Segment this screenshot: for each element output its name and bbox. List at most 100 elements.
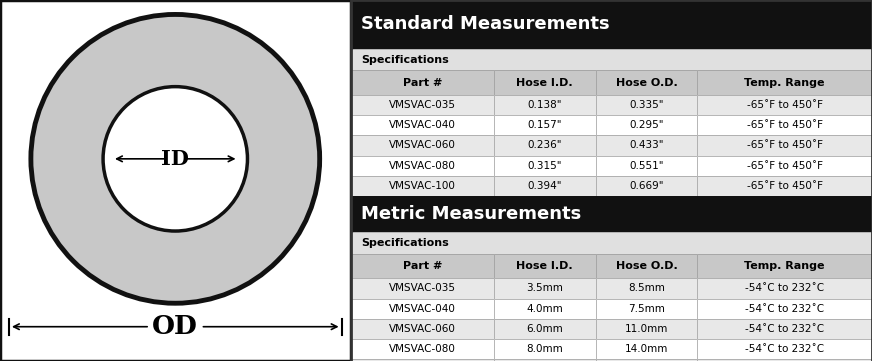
Bar bbox=[596, 254, 698, 278]
Text: 0.335": 0.335" bbox=[630, 100, 664, 110]
Text: 8.0mm: 8.0mm bbox=[527, 344, 563, 354]
Bar bbox=[494, 339, 596, 359]
Bar bbox=[351, 115, 494, 135]
Bar bbox=[494, 115, 596, 135]
Text: 0.394": 0.394" bbox=[528, 181, 562, 191]
Bar bbox=[351, 278, 494, 299]
Bar bbox=[494, 299, 596, 319]
Bar bbox=[351, 319, 494, 339]
Bar bbox=[596, 95, 698, 115]
Bar bbox=[494, 156, 596, 176]
Bar bbox=[351, 135, 494, 156]
Text: 0.433": 0.433" bbox=[630, 140, 664, 151]
Bar bbox=[698, 156, 872, 176]
Bar bbox=[596, 176, 698, 196]
Text: 6.0mm: 6.0mm bbox=[527, 324, 563, 334]
Bar bbox=[351, 176, 494, 196]
Text: 0.551": 0.551" bbox=[630, 161, 664, 171]
Bar bbox=[351, 70, 494, 95]
Bar bbox=[596, 70, 698, 95]
Bar bbox=[596, 156, 698, 176]
Bar bbox=[596, 339, 698, 359]
Bar bbox=[494, 70, 596, 95]
Text: 11.0mm: 11.0mm bbox=[624, 324, 668, 334]
Bar bbox=[596, 176, 698, 196]
Bar bbox=[351, 359, 494, 361]
Bar bbox=[351, 339, 494, 359]
Bar bbox=[494, 156, 596, 176]
Bar bbox=[351, 319, 494, 339]
Bar bbox=[494, 359, 596, 361]
Circle shape bbox=[31, 14, 320, 303]
Text: -65˚F to 450˚F: -65˚F to 450˚F bbox=[746, 161, 822, 171]
Bar bbox=[596, 70, 698, 95]
Circle shape bbox=[103, 87, 248, 231]
Text: 0.669": 0.669" bbox=[630, 181, 664, 191]
Text: OD: OD bbox=[153, 314, 198, 339]
Bar bbox=[698, 359, 872, 361]
Bar bbox=[494, 278, 596, 299]
Bar bbox=[698, 278, 872, 299]
Text: 14.0mm: 14.0mm bbox=[624, 344, 668, 354]
Bar bbox=[351, 278, 494, 299]
Bar bbox=[351, 254, 494, 278]
Text: Temp. Range: Temp. Range bbox=[745, 78, 825, 88]
Bar bbox=[698, 339, 872, 359]
Bar bbox=[698, 115, 872, 135]
Bar bbox=[596, 319, 698, 339]
Bar bbox=[494, 339, 596, 359]
Text: -54˚C to 232˚C: -54˚C to 232˚C bbox=[745, 344, 824, 354]
Text: 0.138": 0.138" bbox=[528, 100, 562, 110]
Bar bbox=[351, 70, 494, 95]
Text: VMSVAC-040: VMSVAC-040 bbox=[389, 120, 456, 130]
Bar bbox=[698, 254, 872, 278]
Bar bbox=[698, 135, 872, 156]
Bar bbox=[698, 339, 872, 359]
Text: 8.5mm: 8.5mm bbox=[628, 283, 665, 293]
Text: 0.157": 0.157" bbox=[528, 120, 562, 130]
Bar bbox=[494, 319, 596, 339]
Bar bbox=[698, 70, 872, 95]
Text: Specifications: Specifications bbox=[361, 55, 449, 65]
Bar bbox=[596, 115, 698, 135]
Bar bbox=[698, 70, 872, 95]
Bar bbox=[494, 95, 596, 115]
Text: Temp. Range: Temp. Range bbox=[745, 261, 825, 271]
Text: 0.315": 0.315" bbox=[528, 161, 562, 171]
Bar bbox=[351, 95, 494, 115]
Bar bbox=[351, 156, 494, 176]
Bar bbox=[698, 278, 872, 299]
Bar bbox=[494, 135, 596, 156]
Bar bbox=[596, 319, 698, 339]
Bar bbox=[351, 49, 872, 70]
Text: Specifications: Specifications bbox=[361, 238, 449, 248]
Bar bbox=[698, 254, 872, 278]
Text: VMSVAC-100: VMSVAC-100 bbox=[389, 181, 456, 191]
Text: Hose I.D.: Hose I.D. bbox=[516, 261, 573, 271]
Bar bbox=[698, 359, 872, 361]
Bar bbox=[698, 299, 872, 319]
Bar bbox=[494, 135, 596, 156]
Text: -65˚F to 450˚F: -65˚F to 450˚F bbox=[746, 100, 822, 110]
Bar bbox=[698, 176, 872, 196]
Bar bbox=[596, 278, 698, 299]
Bar bbox=[494, 95, 596, 115]
Bar bbox=[596, 278, 698, 299]
Bar bbox=[351, 156, 494, 176]
Text: VMSVAC-060: VMSVAC-060 bbox=[389, 140, 456, 151]
Bar bbox=[596, 299, 698, 319]
Text: Hose I.D.: Hose I.D. bbox=[516, 78, 573, 88]
Bar bbox=[351, 299, 494, 319]
Text: Standard Measurements: Standard Measurements bbox=[361, 16, 610, 33]
Bar bbox=[698, 115, 872, 135]
Bar bbox=[698, 135, 872, 156]
Bar bbox=[351, 196, 872, 232]
Text: ID: ID bbox=[161, 149, 189, 169]
Bar bbox=[351, 299, 494, 319]
Text: -54˚C to 232˚C: -54˚C to 232˚C bbox=[745, 324, 824, 334]
Bar bbox=[494, 115, 596, 135]
Bar bbox=[596, 95, 698, 115]
Bar bbox=[351, 95, 494, 115]
Bar bbox=[494, 359, 596, 361]
Text: VMSVAC-040: VMSVAC-040 bbox=[389, 304, 456, 314]
